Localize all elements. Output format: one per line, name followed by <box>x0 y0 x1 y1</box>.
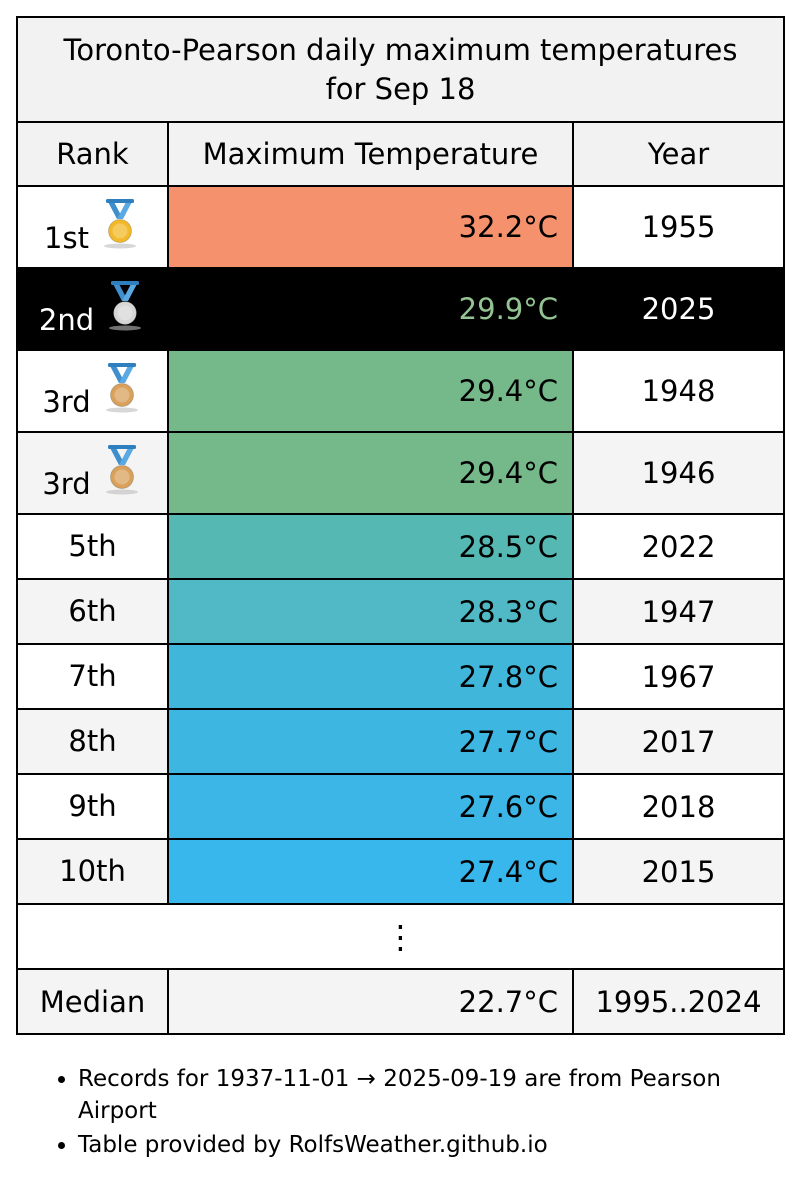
rank-cell: 7th <box>16 643 169 710</box>
note-source: Records for 1937-11-01 → 2025-09-19 are … <box>78 1063 758 1127</box>
rank-wrap: 3rd <box>42 361 142 421</box>
table-row: 5th 28.5°C 2022 <box>16 513 786 580</box>
year-cell: 2015 <box>571 838 786 905</box>
median-label: Median <box>16 968 169 1035</box>
year-cell: 1967 <box>571 643 786 710</box>
rank-cell: 8th <box>16 708 169 775</box>
max-temperature-cell: 27.8°C <box>167 643 574 710</box>
rank-label: 9th <box>68 788 117 823</box>
max-temperature-cell: 29.9°C <box>167 267 574 351</box>
rank-wrap: 5th <box>68 528 117 565</box>
rank-wrap: 8th <box>68 723 117 760</box>
ellipsis-row: ⋮ <box>15 903 786 970</box>
notes-list: Records for 1937-11-01 → 2025-09-19 are … <box>58 1063 758 1163</box>
median-row: Median 22.7°C 1995..2024 <box>16 968 786 1035</box>
max-temperature-cell: 27.4°C <box>167 838 574 905</box>
rank-cell: 6th <box>16 578 169 645</box>
bronze-medal-icon <box>101 361 143 413</box>
year-cell: 2022 <box>571 513 786 580</box>
rank-cell: 1st <box>16 185 169 269</box>
gold-medal-icon <box>99 197 141 249</box>
rank-cell: 10th <box>16 838 169 905</box>
max-temperature-cell: 27.7°C <box>167 708 574 775</box>
rank-label: 10th <box>59 853 126 888</box>
table-row: 7th 27.8°C 1967 <box>16 643 786 710</box>
header-year: Year <box>571 121 786 187</box>
rank-label: 7th <box>68 658 117 693</box>
table-row: 2nd 29.9°C 2025 <box>16 267 786 351</box>
median-temperature: 22.7°C <box>167 968 574 1035</box>
rank-wrap: 9th <box>68 788 117 825</box>
rank-wrap: 7th <box>68 658 117 695</box>
rank-wrap: 10th <box>59 853 126 890</box>
rank-label: 5th <box>68 528 117 563</box>
rank-wrap: 6th <box>68 593 117 630</box>
table-title: Toronto-Pearson daily maximum temperatur… <box>15 16 786 123</box>
rank-cell: 5th <box>16 513 169 580</box>
rank-label: 3rd <box>42 467 91 501</box>
rank-label: 2nd <box>38 303 95 337</box>
table-row: 6th 28.3°C 1947 <box>16 578 786 645</box>
header-max-temperature: Maximum Temperature <box>167 121 574 187</box>
header-rank: Rank <box>16 121 169 187</box>
rank-label: 3rd <box>42 385 91 419</box>
year-cell: 2025 <box>571 267 786 351</box>
max-temperature-cell: 28.5°C <box>167 513 574 580</box>
year-cell: 1947 <box>571 578 786 645</box>
year-cell: 2017 <box>571 708 786 775</box>
table-row: 3rd 29.4°C 1948 <box>16 349 786 433</box>
rank-label: 6th <box>68 593 117 628</box>
max-temperature-cell: 29.4°C <box>167 349 574 433</box>
rank-cell: 9th <box>16 773 169 840</box>
rank-cell: 2nd <box>16 267 169 351</box>
table-row: 8th 27.7°C 2017 <box>16 708 786 775</box>
table-row: 1st 32.2°C 1955 <box>16 185 786 269</box>
rank-wrap: 3rd <box>42 443 142 503</box>
bronze-medal-icon <box>101 443 143 495</box>
max-temperature-cell: 32.2°C <box>167 185 574 269</box>
table-row: 10th 27.4°C 2015 <box>16 838 786 905</box>
max-temperature-cell: 29.4°C <box>167 431 574 515</box>
title-line-2: for Sep 18 <box>325 71 476 106</box>
year-cell: 1955 <box>571 185 786 269</box>
rank-cell: 3rd <box>16 431 169 515</box>
title-line-1: Toronto-Pearson daily maximum temperatur… <box>63 32 738 67</box>
year-cell: 1948 <box>571 349 786 433</box>
rank-label: 8th <box>68 723 117 758</box>
year-cell: 2018 <box>571 773 786 840</box>
rank-wrap: 2nd <box>39 279 146 339</box>
table-body: 1st 32.2°C 1955 2nd 29.9°C 2025 3rd 29.4°C 1948 3… <box>16 185 786 905</box>
rank-cell: 3rd <box>16 349 169 433</box>
table-row: 3rd 29.4°C 1946 <box>16 431 786 515</box>
max-temperature-cell: 27.6°C <box>167 773 574 840</box>
temperature-records-table: Toronto-Pearson daily maximum temperatur… <box>15 16 786 1035</box>
year-cell: 1946 <box>571 431 786 515</box>
max-temperature-cell: 28.3°C <box>167 578 574 645</box>
note-provider: Table provided by RolfsWeather.github.io <box>78 1129 758 1161</box>
median-years: 1995..2024 <box>571 968 786 1035</box>
rank-wrap: 1st <box>44 197 141 257</box>
rank-label: 1st <box>44 221 89 255</box>
table-row: 9th 27.6°C 2018 <box>16 773 786 840</box>
silver-medal-icon <box>104 279 146 331</box>
